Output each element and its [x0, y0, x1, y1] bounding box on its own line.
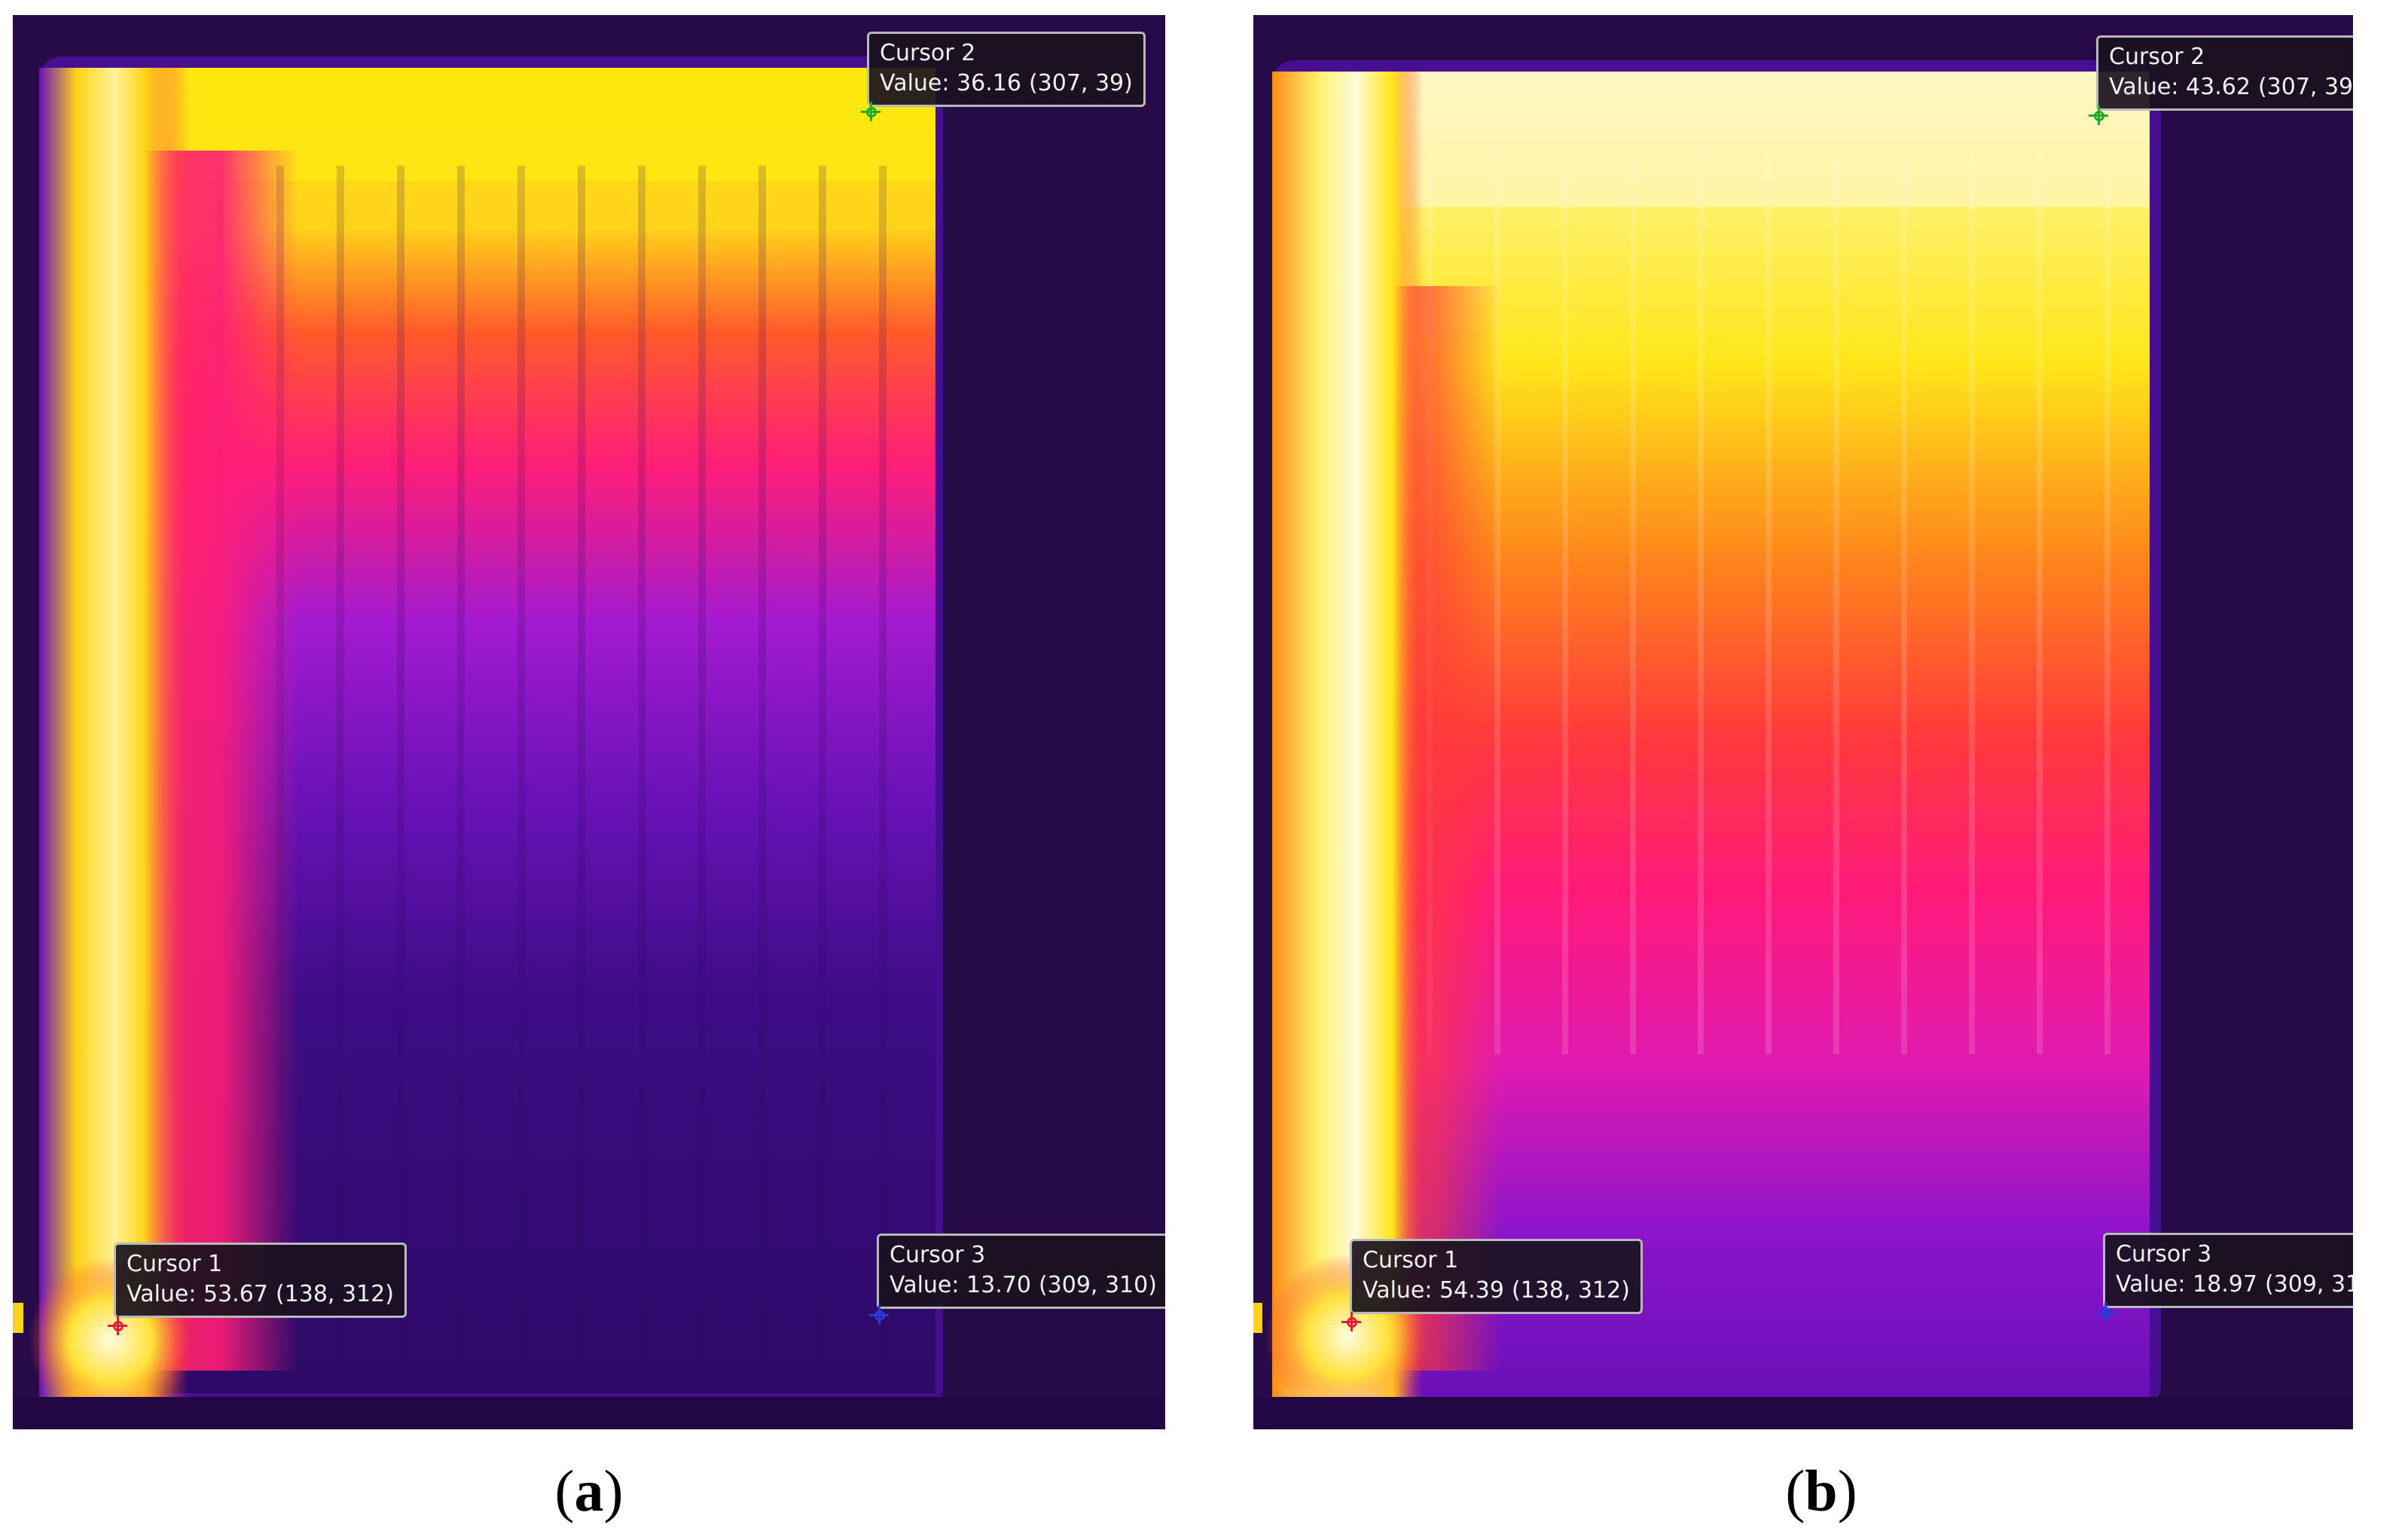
cursor-name: Cursor 2 — [880, 40, 976, 66]
value-prefix: Value: — [890, 1272, 960, 1298]
cursor-value-row: Value: 54.39 (138, 312) — [1363, 1276, 1630, 1306]
cursor-name: Cursor 3 — [2116, 1241, 2212, 1267]
cursor-value-row: Value: 13.70 (309, 310) — [890, 1270, 1157, 1301]
thermal-image-a: Cursor 2 Value: 36.16 (307, 39) Cursor 1 … — [13, 15, 1165, 1429]
cursor-2-label: Cursor 2 Value: 36.16 (307, 39) — [867, 32, 1146, 107]
cursor-name: Cursor 2 — [2109, 44, 2205, 70]
cursor-value: 43.62 — [2186, 74, 2251, 100]
cursor-value: 18.97 — [2193, 1271, 2257, 1298]
value-prefix: Value: — [880, 70, 950, 96]
thermal-image-b: Cursor 2 Value: 43.62 (307, 39) Cursor 1 … — [1253, 15, 2353, 1429]
cursor-3-label: Cursor 3 Value: 13.70 (309, 310) — [877, 1234, 1165, 1309]
cursor-value: 54.39 — [1439, 1277, 1504, 1304]
caption-letter: a — [574, 1458, 604, 1523]
cursor-3-crosshair-icon[interactable] — [2095, 1302, 2115, 1322]
cursor-1-label: Cursor 1 Value: 54.39 (138, 312) — [1350, 1239, 1643, 1314]
cursor-value-row: Value: 43.62 (307, 39) — [2109, 72, 2353, 102]
cursor-coords: (309, 310) — [2264, 1271, 2353, 1298]
cursor-2-crosshair-icon[interactable] — [2089, 105, 2108, 125]
value-prefix: Value: — [2109, 74, 2179, 100]
cursor-value-row: Value: 53.67 (138, 312) — [127, 1279, 394, 1310]
caption-letter: b — [1805, 1458, 1838, 1523]
cursor-coords: (138, 312) — [1511, 1277, 1630, 1304]
cursor-coords: (307, 39) — [1028, 70, 1133, 96]
cursor-1-crosshair-icon[interactable] — [108, 1316, 127, 1335]
cursor-value-row: Value: 36.16 (307, 39) — [880, 69, 1133, 99]
cursor-coords: (138, 312) — [275, 1281, 394, 1307]
cursor-name: Cursor 1 — [1363, 1247, 1459, 1273]
thermal-heatmap-b — [1253, 15, 2353, 1429]
cursor-value: 13.70 — [966, 1272, 1031, 1298]
cursor-3-label: Cursor 3 Value: 18.97 (309, 310) — [2103, 1233, 2353, 1308]
cursor-1-label: Cursor 1 Value: 53.67 (138, 312) — [114, 1243, 407, 1318]
cursor-3-crosshair-icon[interactable] — [869, 1305, 889, 1325]
value-prefix: Value: — [2116, 1271, 2186, 1298]
thermal-heatmap-a — [13, 15, 1165, 1429]
value-prefix: Value: — [127, 1281, 197, 1307]
cursor-name: Cursor 3 — [890, 1242, 986, 1268]
cursor-value: 36.16 — [957, 70, 1021, 96]
caption-b: (b) — [1785, 1458, 1857, 1523]
cursor-name: Cursor 1 — [127, 1251, 223, 1277]
value-prefix: Value: — [1363, 1277, 1433, 1304]
cursor-1-crosshair-icon[interactable] — [1341, 1312, 1361, 1331]
caption-a: (a) — [554, 1458, 624, 1523]
cursor-value: 53.67 — [203, 1281, 268, 1307]
cursor-coords: (309, 310) — [1038, 1272, 1157, 1298]
cursor-2-crosshair-icon[interactable] — [861, 102, 880, 121]
cursor-value-row: Value: 18.97 (309, 310) — [2116, 1270, 2353, 1300]
cursor-coords: (307, 39) — [2257, 74, 2353, 100]
cursor-2-label: Cursor 2 Value: 43.62 (307, 39) — [2096, 35, 2353, 111]
